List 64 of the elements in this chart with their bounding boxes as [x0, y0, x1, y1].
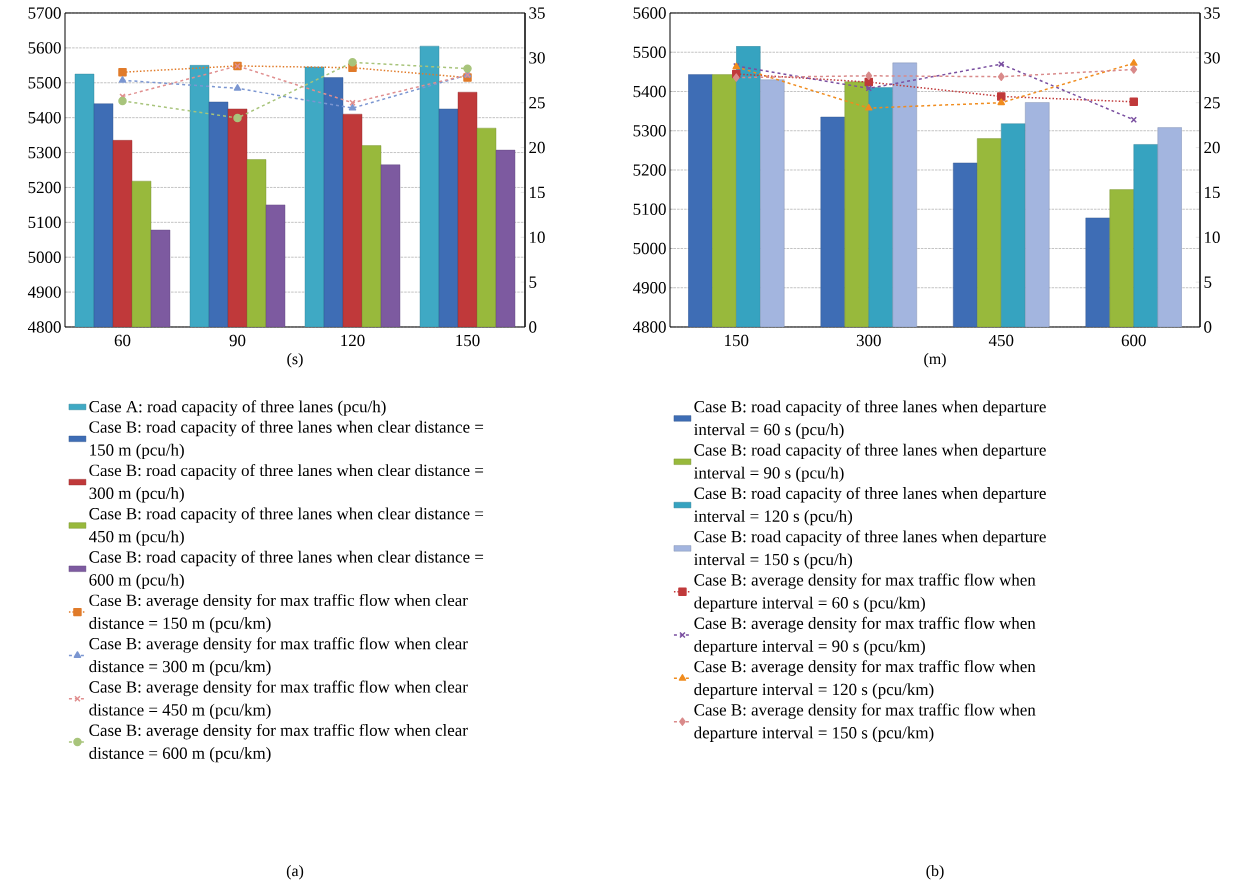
- legend-label: Case B: road capacity of three lanes when clear distance = 450 m (pcu/h): [89, 507, 484, 546]
- legend-label: Case B: average density for max traffic flow when clear distance = 450 m (pcu/km): [89, 680, 468, 720]
- legend-label: Case B: road capacity of three lanes when departure interval = 90 s (pcu/h): [694, 443, 1046, 483]
- y2-tick-label: 0: [529, 321, 537, 333]
- legend-label: Case B: road capacity of three lanes when clear distance = 150 m (pcu/h): [89, 420, 484, 460]
- legend-label: Case B: average density for max traffic flow when departure interval = 150 s (pcu/km): [694, 703, 1036, 742]
- x-axis-title: (s): [287, 353, 303, 368]
- legend-label: Case B: average density for max traffic flow when departure interval = 90 s (pcu/km): [694, 616, 1036, 656]
- y2-tick-label: 10: [530, 231, 545, 243]
- legend-label: Case A: road capacity of three lanes (pcu/h): [89, 400, 386, 416]
- y-tick-label: 4900: [632, 282, 666, 294]
- legend-label: Case B: average density for max traffic flow when clear distance = 150 m (pcu/km): [89, 593, 468, 633]
- y2-tick-label: 35: [1204, 7, 1220, 19]
- x-tick-label: 150: [725, 334, 749, 347]
- y2-tick-label: 15: [1205, 186, 1220, 199]
- legend-label: Case B: average density for max traffic flow when clear distance = 300 m (pcu/km): [89, 637, 468, 676]
- y-tick-label: 5200: [28, 181, 61, 194]
- legend-label: Case B: road capacity of three lanes when clear distance = 300 m (pcu/h): [89, 463, 484, 503]
- y2-tick-label: 25: [1204, 97, 1220, 109]
- x-tick-label: 120: [341, 334, 365, 347]
- y2-tick-label: 5: [1204, 276, 1212, 288]
- x-tick-label: 90: [229, 334, 246, 347]
- y-tick-label: 4800: [632, 321, 666, 333]
- y-tick-label: 5300: [633, 125, 666, 137]
- y-tick-label: 5200: [633, 164, 666, 176]
- y-tick-label: 5600: [28, 42, 61, 54]
- y2-tick-label: 5: [529, 276, 537, 288]
- text: (b): [926, 865, 944, 880]
- legend-label: Case B: road capacity of three lanes when departure interval = 120 s (pcu/h): [694, 486, 1046, 526]
- legend-label: Case B: average density for max traffic flow when departure interval = 60 s (pcu/km): [694, 573, 1036, 612]
- y-tick-label: 5500: [633, 46, 666, 58]
- legend-label: Case B: road capacity of three lanes when clear distance = 600 m (pcu/h): [89, 550, 484, 590]
- y-tick-label: 5500: [28, 77, 61, 89]
- y2-tick-label: 10: [1205, 231, 1220, 243]
- y-tick-label: 5400: [28, 111, 61, 124]
- legend-label: Case B: road capacity of three lanes when departure interval = 150 s (pcu/h): [694, 530, 1046, 569]
- legend-label: Case B: average density for max traffic flow when departure interval = 120 s (pcu/km): [694, 660, 1036, 699]
- y2-tick-label: 20: [1204, 141, 1220, 154]
- y2-tick-label: 35: [529, 7, 545, 19]
- y2-tick-label: 30: [1204, 52, 1220, 64]
- y-tick-label: 5700: [28, 7, 61, 19]
- y-tick-label: 4900: [27, 286, 61, 298]
- y-tick-label: 5000: [28, 251, 61, 263]
- y2-tick-label: 30: [529, 52, 545, 64]
- x-tick-label: 60: [114, 334, 131, 347]
- x-tick-label: 600: [1121, 334, 1146, 347]
- x-tick-label: 300: [856, 334, 881, 347]
- y-tick-label: 5000: [633, 242, 666, 255]
- x-tick-label: 150: [456, 334, 480, 347]
- y-tick-label: 5100: [633, 203, 666, 215]
- y-tick-label: 5100: [28, 216, 61, 229]
- y-tick-label: 5300: [28, 146, 61, 159]
- y2-tick-label: 25: [529, 97, 545, 109]
- y-tick-label: 4800: [27, 321, 61, 333]
- legend-label: Case B: average density for max traffic flow when clear distance = 600 m (pcu/km): [89, 723, 468, 763]
- legend-label: Case B: road capacity of three lanes when departure interval = 60 s (pcu/h): [694, 400, 1046, 439]
- y2-tick-label: 20: [529, 141, 545, 154]
- x-tick-label: 450: [988, 334, 1014, 347]
- text: (a): [286, 865, 304, 880]
- y2-tick-label: 0: [1204, 321, 1212, 333]
- y2-tick-label: 15: [530, 186, 545, 199]
- y-tick-label: 5600: [633, 7, 666, 19]
- y-tick-label: 5400: [633, 85, 666, 98]
- x-axis-title: (m): [924, 353, 946, 368]
